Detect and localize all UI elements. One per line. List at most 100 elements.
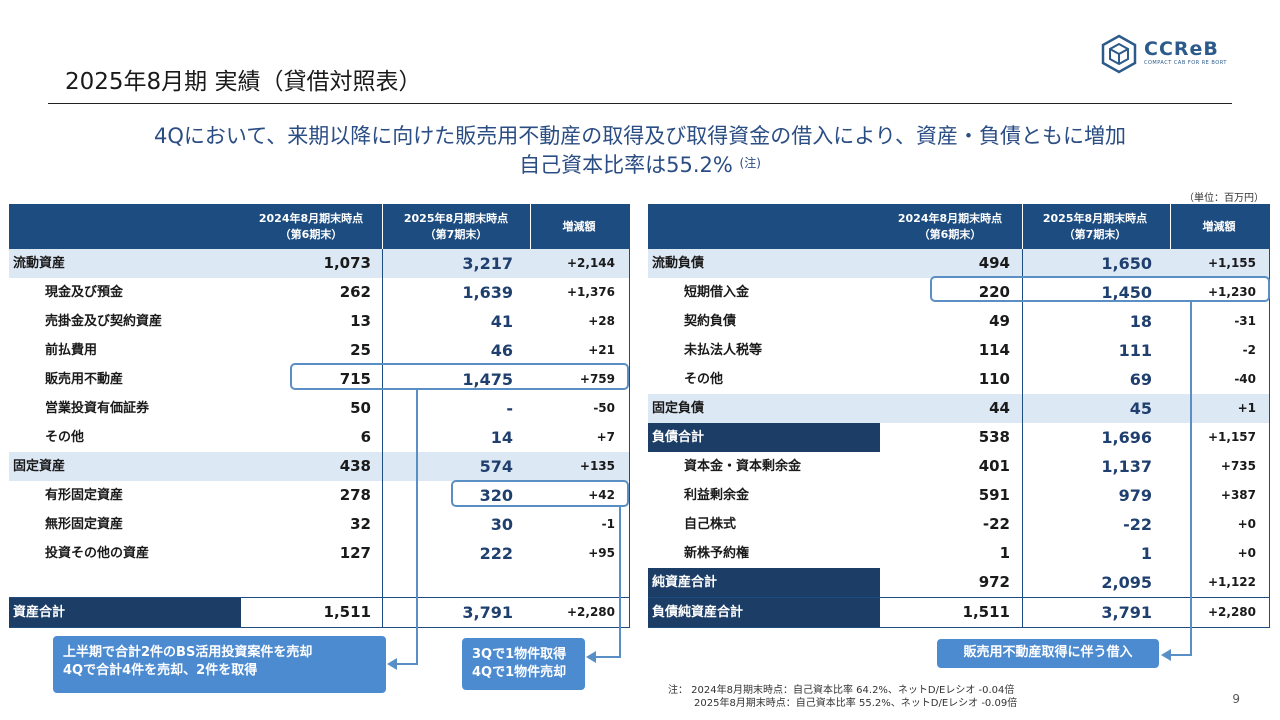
header-divider (382, 204, 383, 249)
header-prev-period: 2024年8月期末時点 （第6期末） (897, 211, 1003, 241)
row-label: 固定負債 (652, 401, 705, 416)
value-prev: 25 (350, 341, 371, 359)
table-row: 契約負債 49 18 -31 (648, 307, 1270, 336)
value-curr: 2,095 (1101, 573, 1152, 592)
value-change: -31 (1234, 314, 1256, 328)
row-label: その他 (684, 372, 724, 387)
value-change: +28 (588, 314, 615, 328)
highlight-tangible-assets (451, 480, 629, 507)
row-label: 無形固定資産 (45, 517, 124, 532)
value-prev: 438 (339, 457, 371, 475)
value-change: +21 (588, 343, 615, 357)
value-curr: 1,696 (1101, 428, 1152, 447)
value-curr: 46 (490, 341, 513, 360)
value-prev: 262 (339, 283, 371, 301)
logo-tagline: COMPACT CAB FOR RE BORT (1144, 60, 1227, 66)
value-prev: 1 (999, 544, 1010, 562)
column-divider (1269, 249, 1270, 628)
value-prev: 1,511 (323, 603, 371, 621)
value-prev: 32 (350, 515, 371, 533)
footnote-line: 注： 2024年8月期末時点：自己資本比率 64.2%、ネットD/Eレシオ -0… (668, 685, 1015, 696)
value-change: -1 (601, 517, 615, 531)
arrow-left-icon (586, 651, 596, 663)
header-divider (530, 204, 531, 249)
value-prev: -22 (982, 515, 1010, 533)
table-row: 流動資産 1,073 3,217 +2,144 (9, 249, 630, 278)
connector-line (619, 507, 621, 657)
header-curr-period: 2025年8月期末時点 （第7期末） (1042, 211, 1148, 241)
table-row: 利益剰余金 591 979 +387 (648, 481, 1270, 510)
table-row: 無形固定資産 32 30 -1 (9, 510, 630, 539)
value-curr: 14 (490, 428, 513, 447)
value-curr: 3,217 (462, 254, 513, 273)
cube-logo-icon (1101, 34, 1137, 74)
table-row: 未払法人税等 114 111 -2 (648, 336, 1270, 365)
header-divider (1022, 204, 1023, 249)
row-label: 営業投資有価証券 (45, 401, 150, 416)
note-borrowing: 販売用不動産取得に伴う借入 (937, 639, 1159, 668)
row-label: 現金及び預金 (45, 285, 124, 300)
value-change: +7 (596, 430, 615, 444)
title-divider (48, 103, 1232, 104)
value-prev: 220 (978, 283, 1010, 301)
row-label: 固定資産 (13, 459, 66, 474)
value-prev: 44 (989, 399, 1010, 417)
value-change: -40 (1234, 372, 1256, 386)
value-curr: 3,791 (462, 603, 513, 622)
value-change: +1,122 (1207, 575, 1256, 589)
value-curr: -22 (1123, 515, 1152, 534)
value-curr: 111 (1118, 341, 1152, 360)
table-row-subtotal: 純資産合計 972 2,095 +1,122 (648, 568, 1270, 597)
total-rule (648, 597, 1270, 598)
value-prev: 591 (978, 486, 1010, 504)
value-curr: 1,650 (1101, 254, 1152, 273)
note-asset-sales: 上半期で合計2件のBS活用投資案件を売却 4Qで合計4件を売却、2件を取得 (53, 636, 386, 693)
connector-line (1170, 654, 1192, 656)
table-row: 有形固定資産 278 320 +42 (9, 481, 630, 510)
value-change: +1,155 (1207, 256, 1256, 270)
row-label: 流動資産 (13, 256, 66, 271)
value-change: +1,157 (1207, 430, 1256, 444)
table-row: 短期借入金 220 1,450 +1,230 (648, 278, 1270, 307)
row-label: 短期借入金 (684, 285, 750, 300)
column-divider (629, 249, 630, 628)
note-line: 4Qで合計4件を売却、2件を取得 (63, 663, 258, 678)
connector-line (1190, 302, 1192, 655)
row-label: 純資産合計 (648, 568, 880, 597)
value-prev: 278 (339, 486, 371, 504)
company-logo: CCReB COMPACT CAB FOR RE BORT (1100, 34, 1240, 74)
row-label: 販売用不動産 (45, 372, 124, 387)
value-curr: 1,475 (462, 370, 513, 389)
value-prev: 715 (339, 370, 371, 388)
column-divider (382, 249, 383, 628)
value-change: +2,280 (1207, 605, 1256, 619)
note-line: 上半期で合計2件のBS活用投資案件を売却 (63, 645, 313, 660)
header-curr-period: 2025年8月期末時点 （第7期末） (403, 211, 509, 241)
table-row: 流動負債 494 1,650 +1,155 (648, 249, 1270, 278)
row-label: 資産合計 (9, 598, 241, 628)
value-prev: 538 (978, 428, 1010, 446)
row-label: 有形固定資産 (45, 488, 124, 503)
header-divider (1170, 204, 1171, 249)
table-row: 営業投資有価証券 50 - -50 (9, 394, 630, 423)
headline-note-mark: (注) (739, 156, 761, 170)
table-row: 前払費用 25 46 +21 (9, 336, 630, 365)
row-label: 投資その他の資産 (45, 546, 150, 561)
value-curr: 1,450 (1101, 283, 1152, 302)
value-curr: 45 (1129, 399, 1152, 418)
page-number: 9 (1232, 692, 1240, 706)
value-change: +387 (1220, 488, 1256, 502)
note-line: 販売用不動産取得に伴う借入 (963, 645, 1133, 660)
liabilities-table: 2024年8月期末時点 （第6期末） 2025年8月期末時点 （第7期末） 増減… (648, 204, 1270, 628)
value-change: +0 (1237, 517, 1256, 531)
value-prev: 114 (978, 341, 1010, 359)
table-row: 資本金・資本剰余金 401 1,137 +735 (648, 452, 1270, 481)
table-row: 販売用不動産 715 1,475 +759 (9, 365, 630, 394)
total-rule (9, 597, 630, 598)
connector-line (595, 656, 621, 658)
value-prev: 49 (989, 312, 1010, 330)
table-row: 投資その他の資産 127 222 +95 (9, 539, 630, 568)
value-curr: 222 (479, 544, 513, 563)
value-change: +735 (1220, 459, 1256, 473)
arrow-left-icon (1161, 649, 1171, 661)
